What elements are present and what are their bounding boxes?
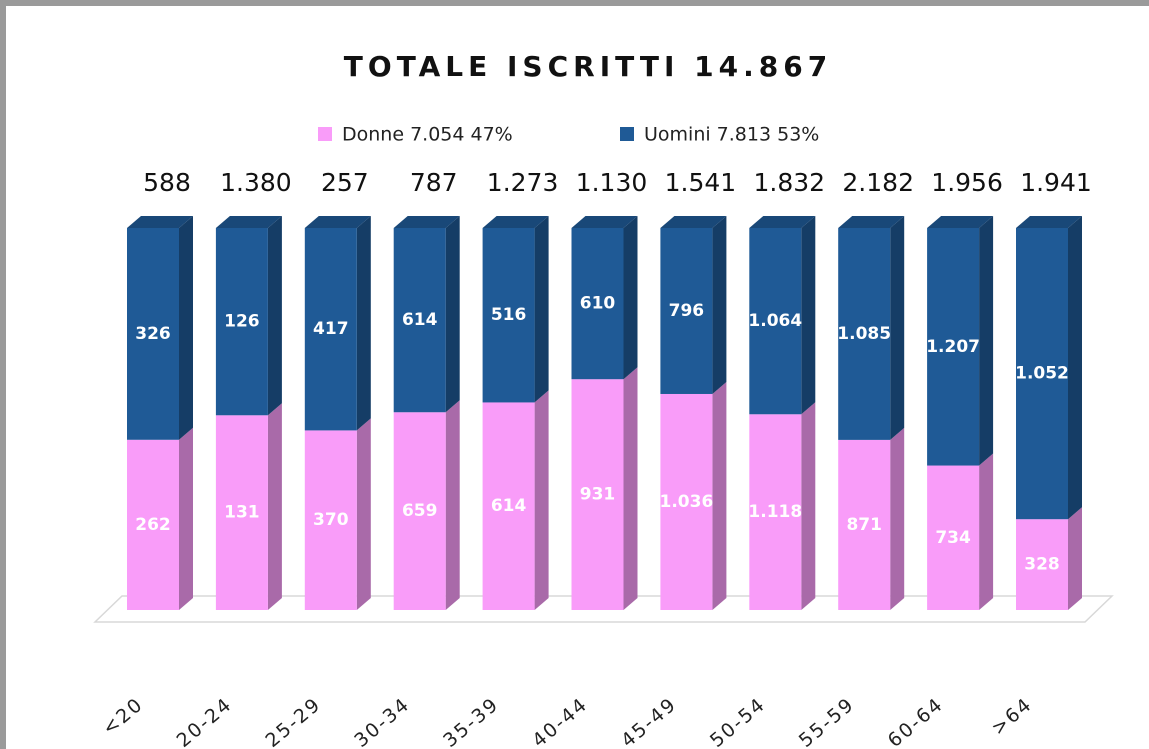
bar-side [1068, 216, 1082, 520]
total-label: 1.941 [1020, 168, 1092, 197]
bar-side [356, 216, 371, 431]
bar-top [482, 216, 549, 228]
value-label: 1.052 [1015, 364, 1069, 384]
total-label: 1.832 [754, 168, 826, 197]
value-label: 931 [580, 485, 616, 505]
value-label: 871 [846, 515, 882, 535]
bar-top [304, 216, 371, 228]
legend-label: Donne 7.054 47% [342, 124, 513, 146]
bar-side [356, 418, 371, 610]
total-label: 257 [321, 168, 369, 197]
value-label: 1.085 [837, 324, 891, 344]
bar-side [267, 403, 282, 610]
value-label: 262 [135, 515, 171, 535]
value-label: 131 [224, 503, 260, 523]
value-label: 610 [580, 294, 616, 314]
bar [482, 402, 535, 610]
value-label: 614 [402, 310, 438, 330]
bar-side [712, 381, 727, 610]
bar-side [534, 216, 549, 403]
bar-side [179, 427, 193, 610]
bar-side [801, 216, 816, 415]
value-label: 417 [313, 319, 349, 339]
value-label: 659 [402, 501, 438, 521]
bar-top [1016, 216, 1082, 228]
bar [927, 228, 980, 466]
bar [127, 439, 179, 610]
bar-top [127, 216, 193, 228]
bar [660, 228, 713, 394]
bar [304, 228, 357, 431]
bar-side [712, 216, 727, 394]
bar [571, 379, 624, 610]
total-label: 588 [143, 168, 191, 197]
bar-top [215, 216, 282, 228]
total-label: 787 [410, 168, 458, 197]
bar-side [445, 216, 460, 413]
bar [838, 228, 891, 440]
bar-side [267, 216, 282, 416]
bar [838, 439, 891, 610]
value-label: 326 [135, 324, 171, 344]
bar-side [890, 427, 905, 610]
value-label: 1.036 [660, 492, 714, 512]
value-label: 516 [491, 305, 527, 325]
bar [1016, 519, 1068, 610]
bar-top [927, 216, 994, 228]
legend-swatch [620, 127, 634, 141]
value-label: 370 [313, 510, 349, 530]
bar [571, 228, 624, 380]
value-label: 1.207 [926, 337, 980, 357]
value-label: 1.118 [748, 502, 802, 522]
total-label: 1.541 [665, 168, 737, 197]
bar [927, 465, 980, 610]
value-label: 328 [1024, 555, 1060, 575]
total-label: 1.380 [220, 168, 292, 197]
value-label: 734 [935, 528, 971, 548]
bar [393, 412, 446, 610]
total-label: 1.130 [576, 168, 648, 197]
total-label: 1.956 [931, 168, 1003, 197]
bar-side [623, 216, 638, 380]
bar [304, 430, 357, 610]
bar-top [660, 216, 727, 228]
bar-side [623, 367, 638, 610]
bar-side [534, 390, 549, 610]
bar-top [749, 216, 816, 228]
value-label: 614 [491, 496, 527, 516]
bar [749, 414, 802, 610]
value-label: 796 [669, 301, 705, 321]
bar-side [179, 216, 193, 440]
value-label: 126 [224, 312, 260, 332]
floor [93, 595, 1114, 623]
bar-side [445, 400, 460, 610]
bar [660, 393, 713, 610]
total-label: 2.182 [842, 168, 914, 197]
bar-side [979, 216, 994, 466]
bar-top [571, 216, 638, 228]
bar [215, 415, 268, 610]
bar [749, 228, 802, 415]
bar [1016, 228, 1068, 520]
bar [215, 228, 268, 416]
bar-side [801, 402, 816, 610]
chart-title: TOTALE ISCRITTI 14.867 [344, 50, 832, 83]
bar [482, 228, 535, 403]
bar-side [1068, 507, 1082, 610]
legend-swatch [318, 127, 332, 141]
bar [127, 228, 179, 440]
bar-top [838, 216, 905, 228]
value-label: 1.064 [748, 311, 802, 331]
bar-side [890, 216, 905, 440]
total-label: 1.273 [487, 168, 559, 197]
legend-label: Uomini 7.813 53% [644, 124, 819, 146]
bar-top [393, 216, 460, 228]
bar [393, 228, 446, 413]
bar-side [979, 453, 994, 610]
